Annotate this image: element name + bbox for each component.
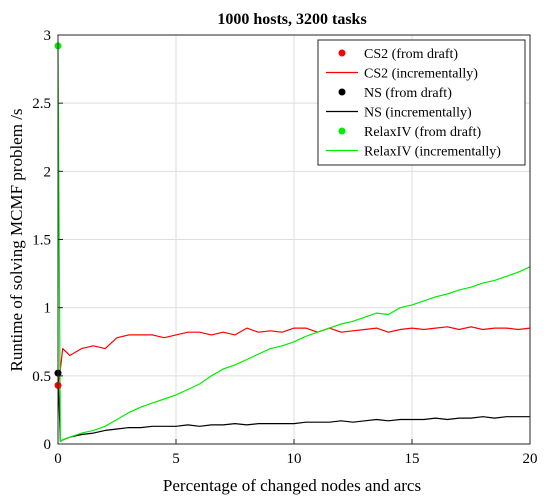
y-tick-label: 2 [44,164,52,180]
y-tick-label: 3 [44,28,52,44]
legend-label: NS (incrementally) [364,106,472,121]
legend-label: NS (from draft) [364,86,452,101]
legend-box [317,39,526,166]
x-tick-label: 10 [287,451,302,467]
x-tick-label: 0 [54,451,62,467]
x-axis-label: Percentage of changed nodes and arcs [163,476,421,495]
y-ticks: 0 0.5 1 1.5 2 2.5 3 [32,28,63,453]
series-layer [57,45,531,442]
series-line-0 [57,326,531,386]
legend-marker-symbol [338,127,346,135]
series-line-2 [57,45,531,442]
legend-label: RelaxIV (incrementally) [364,145,501,160]
y-tick-label: 2.5 [32,96,51,112]
y-axis-label: Runtime of solving MCMF problem /s [7,108,26,371]
x-ticks: 0 5 10 15 20 [54,439,538,467]
legend-label: CS2 (incrementally) [364,67,478,82]
y-tick-label: 0.5 [32,369,51,385]
y-tick-label: 1 [44,301,52,317]
legend-label: CS2 (from draft) [364,47,458,62]
chart-title: 1000 hosts, 3200 tasks [217,11,366,28]
x-tick-label: 15 [405,451,420,467]
series-line-1 [57,373,530,442]
legend-marker-symbol [338,49,346,57]
legend-label: RelaxIV (from draft) [364,125,481,140]
y-tick-label: 1.5 [32,233,51,249]
y-tick-label: 0 [44,437,52,453]
x-tick-label: 20 [523,451,538,467]
legend-marker-symbol [338,88,346,96]
x-tick-label: 5 [172,451,180,467]
legend: CS2 (from draft) CS2 (incrementally) NS (f… [317,39,526,166]
